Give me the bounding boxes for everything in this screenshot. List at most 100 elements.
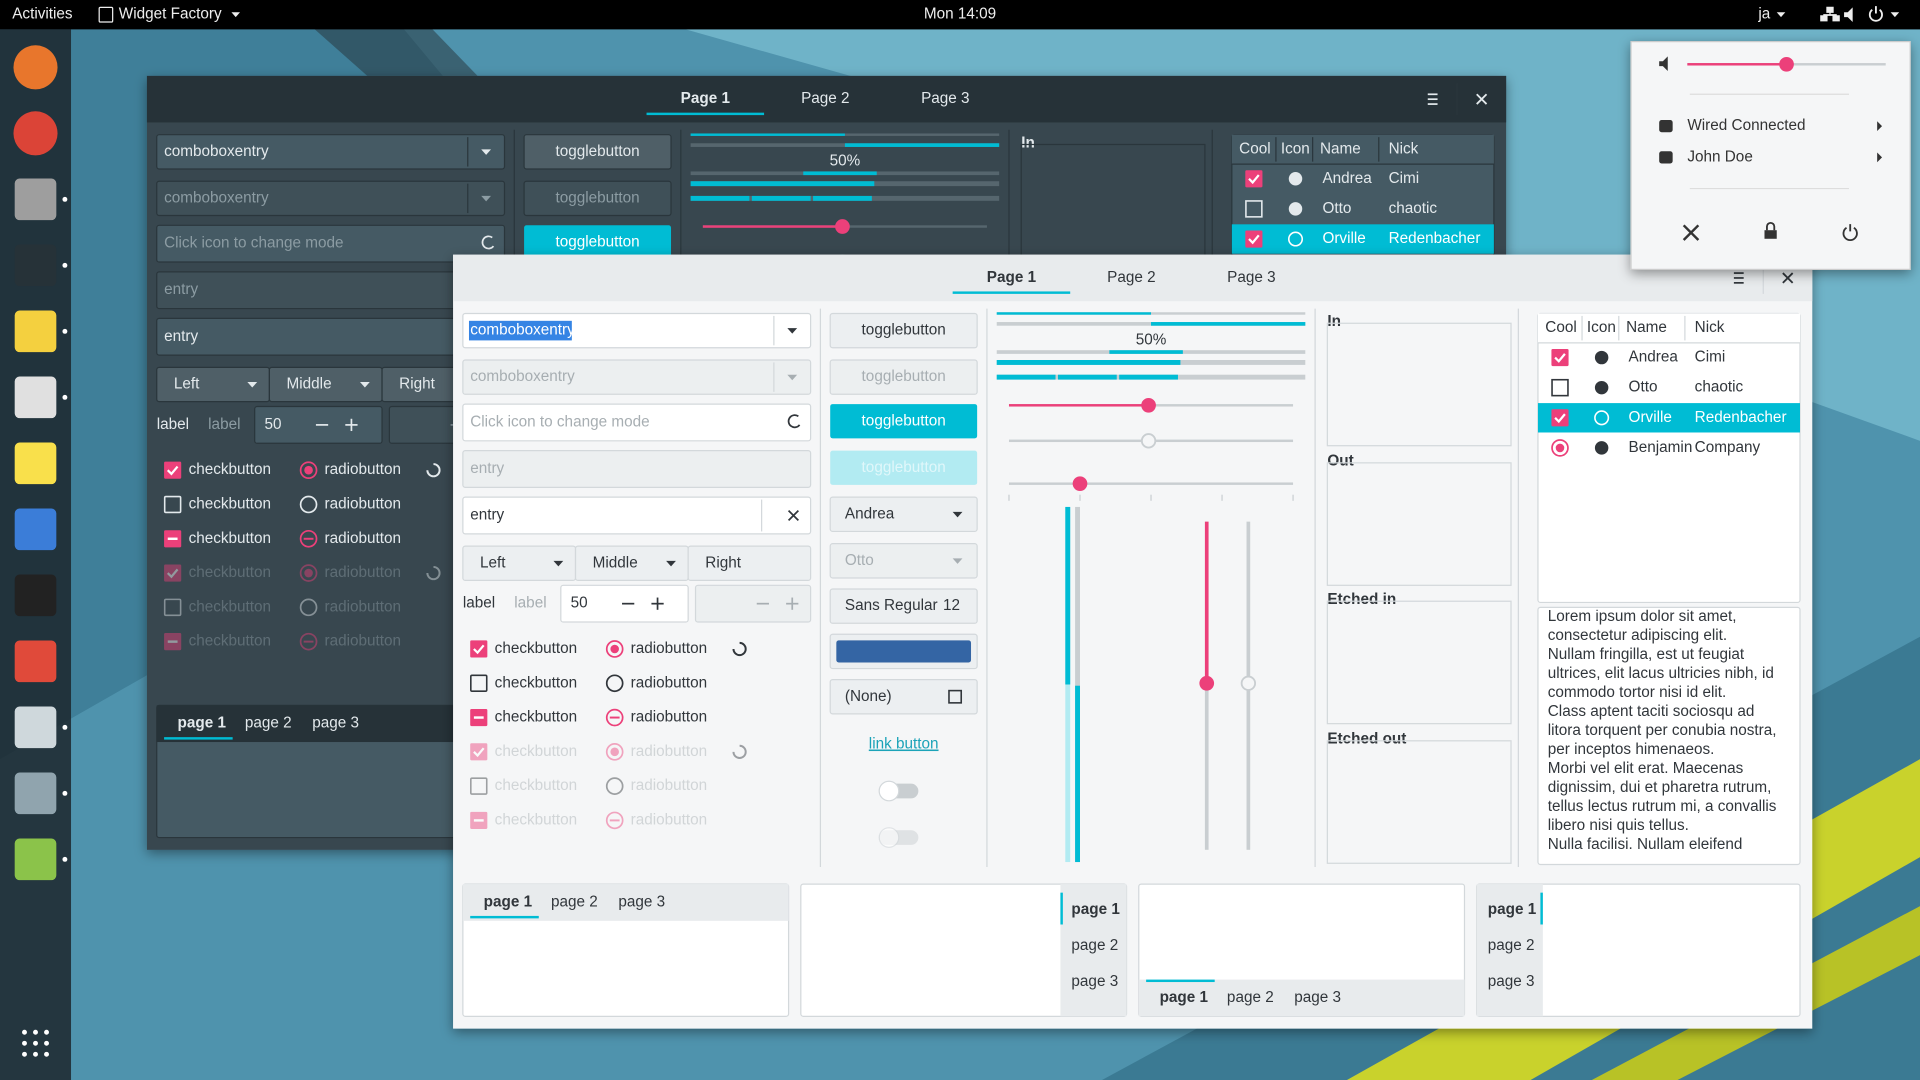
link-button[interactable]: link button	[869, 736, 939, 753]
check-button[interactable]: checkbutton	[164, 564, 271, 582]
stack-tab[interactable]: Page 2	[1107, 269, 1155, 286]
app-icon[interactable]	[14, 838, 57, 881]
entry[interactable]	[156, 317, 506, 356]
notebook-tab[interactable]: page 2	[1071, 937, 1118, 954]
check-button[interactable]: checkbutton	[470, 777, 577, 795]
radio-button[interactable]: radiobutton	[299, 564, 401, 582]
font-button[interactable]	[829, 588, 978, 624]
check-button[interactable]: checkbutton	[470, 811, 577, 829]
file-chooser-button[interactable]	[829, 678, 978, 715]
app-icon[interactable]	[14, 244, 57, 287]
check-button[interactable]: checkbutton	[163, 598, 272, 617]
power-icon[interactable]	[1842, 224, 1858, 242]
column-header[interactable]: Name	[1626, 319, 1667, 336]
running-dot	[62, 724, 68, 730]
check-button[interactable]: checkbutton	[470, 674, 577, 693]
stack-tab[interactable]: Page 3	[921, 90, 969, 107]
app-icon[interactable]	[13, 111, 58, 156]
entry[interactable]	[156, 224, 506, 263]
notebook-tab[interactable]: page 3	[1071, 973, 1118, 990]
clock[interactable]: Mon 14:09	[924, 6, 996, 23]
radio-button[interactable]: radiobutton	[299, 633, 401, 651]
level-segment	[1057, 374, 1117, 380]
toggle-button[interactable]	[830, 404, 978, 439]
lock-icon[interactable]	[1764, 230, 1777, 239]
radio-button[interactable]: radiobutton	[299, 530, 401, 548]
notebook-tab[interactable]: page 3	[618, 893, 665, 910]
check-button[interactable]: checkbutton	[163, 496, 271, 514]
column-header[interactable]: Nick	[1695, 319, 1725, 336]
notebook-tab[interactable]: page 3	[312, 715, 359, 732]
combo-box-entry[interactable]	[156, 134, 506, 170]
column-header[interactable]: Icon	[1281, 140, 1310, 157]
column-header[interactable]: Cool	[1239, 140, 1270, 157]
notebook-tab[interactable]: page 2	[1227, 989, 1274, 1006]
linked-button[interactable]	[687, 545, 812, 582]
app-icon[interactable]	[14, 574, 57, 617]
settings-icon[interactable]	[1682, 224, 1700, 241]
app-icon[interactable]	[14, 376, 57, 419]
entry[interactable]	[462, 496, 812, 535]
radio-button[interactable]: radiobutton	[605, 777, 707, 795]
stack-tab[interactable]: Page 1	[987, 269, 1037, 286]
notebook-tab[interactable]: page 2	[1488, 937, 1535, 954]
app-icon[interactable]	[14, 178, 57, 221]
app-icon[interactable]	[14, 310, 57, 353]
check-button[interactable]: checkbutton	[164, 530, 271, 548]
column-header[interactable]: Icon	[1587, 319, 1616, 336]
notebook-tab[interactable]: page 1	[484, 893, 533, 910]
volume-knob[interactable]	[1779, 56, 1794, 72]
app-icon[interactable]	[14, 706, 57, 749]
toggle-button[interactable]	[524, 225, 672, 260]
notebook-tab[interactable]: page 1	[178, 715, 227, 732]
notebook-tab[interactable]: page 1	[1071, 901, 1120, 918]
toggle-button[interactable]	[523, 134, 672, 170]
radio-button[interactable]: radiobutton	[605, 674, 707, 693]
combo-box[interactable]	[829, 496, 978, 533]
check-label: checkbutton	[189, 598, 272, 615]
cell-icon	[1594, 410, 1610, 426]
radio-button[interactable]: radiobutton	[299, 598, 401, 617]
stack-tab[interactable]: Page 1	[681, 90, 731, 107]
check-button[interactable]: checkbutton	[164, 461, 271, 479]
check-button[interactable]: checkbutton	[470, 640, 577, 658]
app-icon[interactable]	[14, 772, 57, 815]
notebook-tab[interactable]: page 2	[551, 893, 598, 910]
app-icon[interactable]	[14, 640, 57, 683]
check-button[interactable]: checkbutton	[470, 709, 577, 727]
level-segment	[1119, 374, 1178, 380]
check-button[interactable]: checkbutton	[164, 633, 271, 651]
stack-tab[interactable]: Page 3	[1227, 269, 1275, 286]
app-icon[interactable]	[13, 45, 58, 90]
column-header[interactable]: Nick	[1389, 140, 1419, 157]
notebook-tab[interactable]: page 2	[245, 715, 292, 732]
activities-button[interactable]: Activities	[12, 6, 73, 23]
notebook-tab[interactable]: page 1	[1488, 901, 1537, 918]
entry[interactable]	[462, 450, 812, 488]
input-source[interactable]: ja	[1757, 6, 1770, 23]
check-button[interactable]: checkbutton	[470, 743, 577, 761]
column-header[interactable]: Cool	[1545, 319, 1576, 336]
app-menu[interactable]: Widget Factory	[119, 6, 222, 23]
notebook-tab[interactable]: page 1	[1160, 989, 1209, 1006]
radio-button[interactable]: radiobutton	[605, 640, 707, 658]
column-header[interactable]: Name	[1320, 140, 1361, 157]
menu-item[interactable]: Wired Connected	[1687, 117, 1805, 134]
menu-item[interactable]: John Doe	[1687, 148, 1752, 165]
app-icon[interactable]	[14, 442, 57, 485]
notebook-tab[interactable]: page 3	[1294, 989, 1341, 1006]
notebook-tab[interactable]: page 3	[1488, 973, 1535, 990]
spinner	[426, 565, 441, 581]
radio-button[interactable]: radiobutton	[605, 811, 707, 830]
stack-tab[interactable]: Page 2	[801, 90, 849, 107]
radio-button[interactable]: radiobutton	[299, 461, 401, 480]
radio-button[interactable]: radiobutton	[299, 496, 401, 514]
entry[interactable]	[156, 271, 506, 310]
entry[interactable]	[462, 403, 812, 442]
radio-button[interactable]: radiobutton	[605, 709, 707, 727]
app-icon[interactable]	[14, 508, 57, 551]
toggle-button[interactable]	[829, 312, 978, 349]
apps-grid-dot[interactable]	[22, 1029, 27, 1035]
radio-button[interactable]: radiobutton	[605, 743, 707, 761]
cell-checkbox	[1551, 378, 1569, 397]
